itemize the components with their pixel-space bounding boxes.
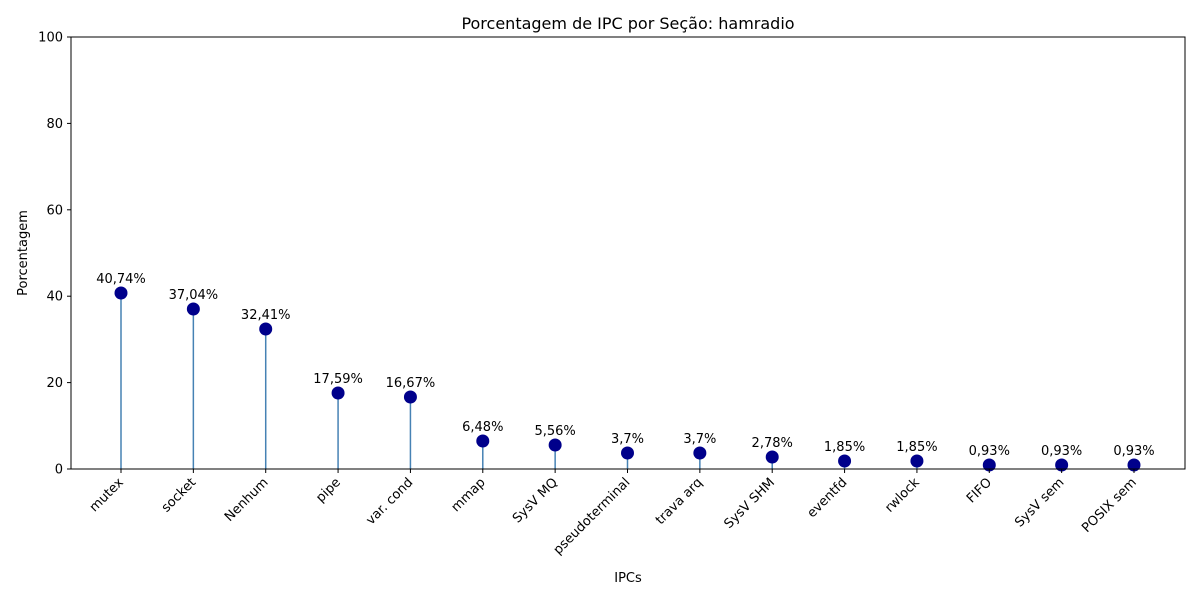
x-tick-label: rwlock (882, 475, 923, 516)
x-tick-label: SysV MQ (510, 475, 561, 526)
x-tick-label: eventfd (805, 475, 851, 521)
y-axis-label: Porcentagem (16, 210, 31, 296)
y-tick-label: 60 (46, 203, 63, 218)
x-tick-label: POSIX sem (1079, 475, 1140, 536)
data-label-9: 2,78% (752, 436, 793, 451)
marker-10 (838, 454, 852, 468)
markers-layer (114, 286, 1141, 472)
marker-1 (186, 302, 200, 316)
data-label-10: 1,85% (824, 440, 865, 455)
data-label-2: 32,41% (241, 308, 291, 323)
marker-5 (476, 434, 490, 448)
data-label-14: 0,93% (1113, 444, 1154, 459)
y-tick-label: 20 (46, 376, 63, 391)
plot-frame (70, 36, 1186, 470)
data-label-0: 40,74% (96, 272, 146, 287)
data-label-11: 1,85% (896, 440, 937, 455)
data-label-4: 16,67% (386, 376, 436, 391)
x-tick-label: pseudoterminal (551, 475, 634, 558)
data-label-8: 3,7% (683, 432, 716, 447)
data-labels-layer: 40,74% 37,04% 32,41% 17,59% 16,67% 6,48% 5,56%… (96, 272, 1154, 459)
data-label-1: 37,04% (169, 288, 219, 303)
data-label-12: 0,93% (969, 444, 1010, 459)
x-tick-label: SysV sem (1012, 475, 1067, 530)
x-tick-label: mmap (449, 475, 489, 515)
data-label-5: 6,48% (462, 420, 503, 435)
data-label-6: 5,56% (534, 424, 575, 439)
marker-4 (403, 390, 417, 404)
marker-9 (765, 450, 779, 464)
marker-13 (1055, 458, 1069, 472)
x-tick-label: socket (159, 475, 199, 515)
marker-12 (982, 458, 996, 472)
marker-11 (910, 454, 924, 468)
marker-7 (621, 446, 634, 460)
y-tick-label: 0 (55, 463, 63, 478)
x-tick-label: Nenhum (222, 475, 272, 525)
marker-0 (114, 286, 128, 300)
data-label-13: 0,93% (1041, 444, 1082, 459)
x-tick-label: var. cond (363, 475, 416, 528)
y-tick-label: 100 (38, 31, 63, 46)
chart-title: Porcentagem de IPC por Seção: hamradio (461, 14, 794, 33)
y-tick-label: 40 (46, 290, 63, 305)
x-tick-label: FIFO (964, 475, 995, 506)
data-label-7: 3,7% (611, 432, 644, 447)
marker-14 (1127, 458, 1141, 472)
data-label-3: 17,59% (313, 372, 363, 387)
x-ticks-layer: mutex socket Nenhum pipe var. cond mmap SysV M… (87, 469, 1140, 558)
marker-8 (693, 446, 707, 460)
x-tick-label: mutex (87, 475, 127, 515)
y-ticks-layer: 0 20 40 60 80 100 (38, 31, 71, 478)
marker-2 (259, 322, 273, 336)
marker-6 (548, 438, 562, 452)
x-tick-label: SysV SHM (721, 475, 778, 532)
x-tick-label: trava arq (653, 475, 706, 528)
marker-3 (331, 386, 345, 400)
y-tick-label: 80 (46, 117, 63, 132)
x-tick-label: pipe (313, 475, 343, 505)
x-axis-label: IPCs (614, 571, 642, 586)
